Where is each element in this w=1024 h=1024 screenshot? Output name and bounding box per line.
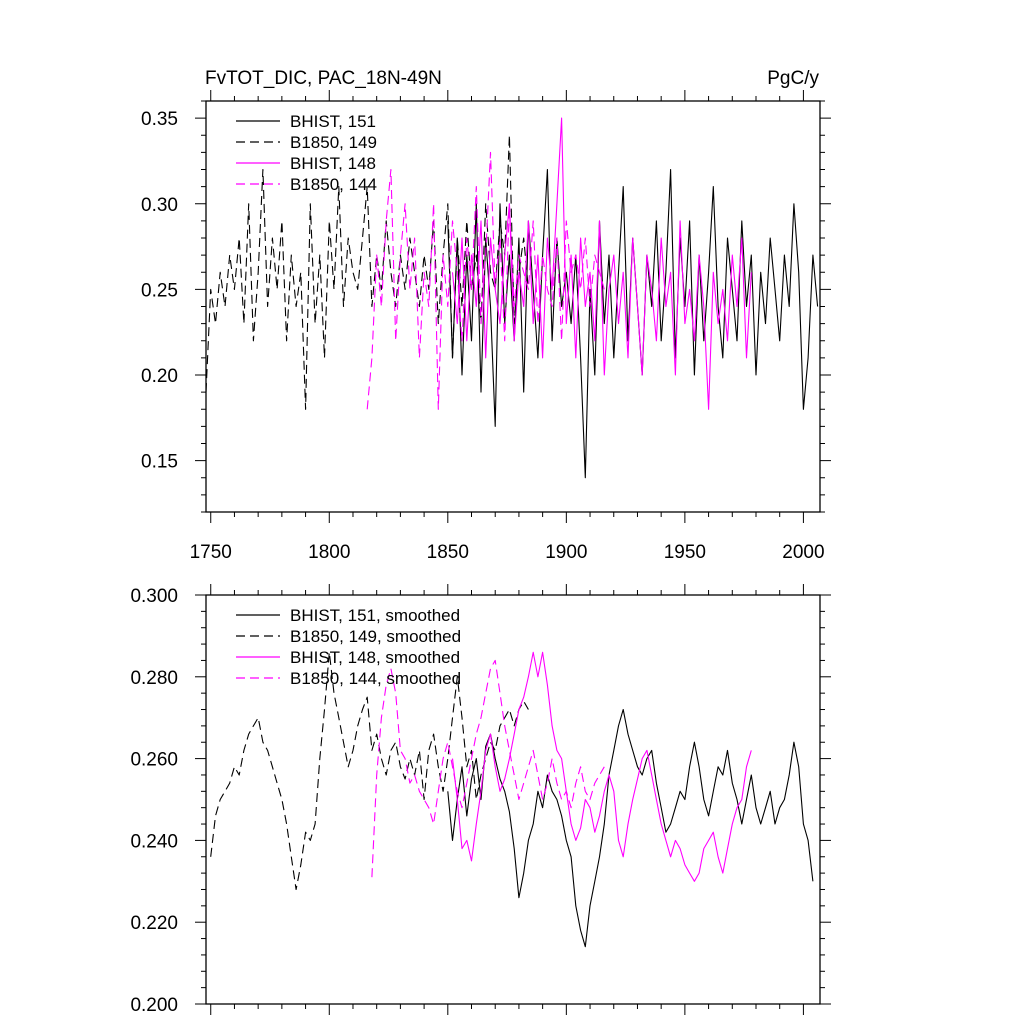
legend-label-3: B1850, 144, smoothed [290,669,461,688]
series-line-3 [366,151,605,410]
legend-label-1: B1850, 149, smoothed [290,627,461,646]
top-series-lines [205,117,819,479]
x-tick-label: 1950 [664,542,706,563]
series-line-0 [447,168,819,479]
legend-label-0: BHIST, 151, smoothed [290,606,460,625]
y-tick-label: 0.200 [130,995,178,1016]
series-line-3 [371,659,605,878]
x-tick-label: 1750 [190,542,232,563]
legend-label-1: B1850, 149 [290,133,377,152]
x-tick-label: 1900 [545,542,587,563]
series-line-2 [451,651,752,882]
bottom-legend: BHIST, 151, smoothed B1850, 149, smoothed… [236,606,461,688]
x-tick-label: 1800 [308,542,350,563]
x-tick-label: 2000 [782,542,824,563]
series-line-0 [447,708,814,948]
bottom-ticks: 0.200 0.220 0.240 0.260 0.280 0.300 [130,584,831,1016]
bottom-series-lines [210,651,814,948]
legend-label-2: BHIST, 148 [290,154,376,173]
legend-label-0: BHIST, 151 [290,112,376,131]
y-tick-label: 0.240 [130,831,178,852]
y-tick-label: 0.220 [130,913,178,934]
y-tick-label: 0.35 [141,109,178,130]
chart-title: FvTOT_DIC, PAC_18N-49N [205,68,442,89]
legend-label-3: B1850, 144 [290,175,377,194]
top-plot-frame [205,100,821,513]
y-tick-label: 0.30 [141,195,178,216]
bottom-panel: 0.200 0.220 0.240 0.260 0.280 0.300 BHIST, 15… [130,584,831,1016]
legend-label-2: BHIST, 148, smoothed [290,648,460,667]
top-legend: BHIST, 151 B1850, 149 BHIST, 148 B1850, 144 [236,112,377,194]
y-tick-label: 0.280 [130,668,178,689]
top-panel: FvTOT_DIC, PAC_18N-49N PgC/y 1750 1800 185… [141,68,831,563]
y-tick-label: 0.260 [130,750,178,771]
series-line-1 [205,134,529,410]
y-tick-label: 0.300 [130,586,178,607]
top-ticks: 1750 1800 1850 1900 1950 2000 0.15 0.20 0.25 0.30… [141,90,831,563]
x-tick-label: 1850 [427,542,469,563]
y-tick-label: 0.20 [141,366,178,387]
y-tick-label: 0.25 [141,280,178,301]
y-tick-label: 0.15 [141,452,178,473]
series-line-1 [210,651,529,891]
bottom-plot-frame [205,594,821,1005]
units-label: PgC/y [767,68,819,89]
